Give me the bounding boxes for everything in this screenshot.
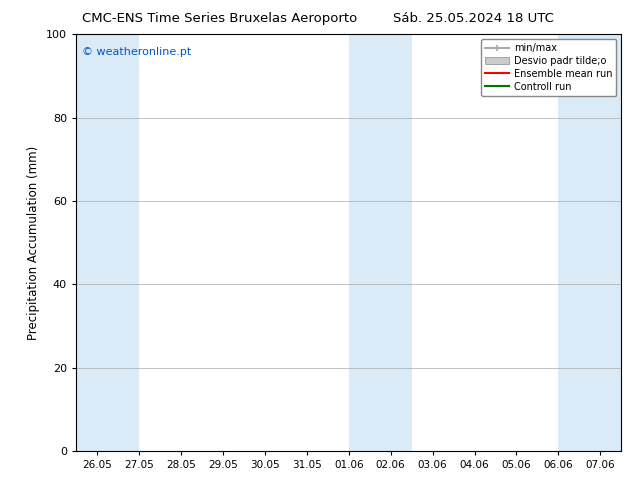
Text: © weatheronline.pt: © weatheronline.pt (82, 47, 191, 57)
Bar (76, 34, 139, 451)
Bar (349, 34, 411, 451)
Y-axis label: Precipitation Accumulation (mm): Precipitation Accumulation (mm) (27, 146, 41, 340)
Legend: min/max, Desvio padr tilde;o, Ensemble mean run, Controll run: min/max, Desvio padr tilde;o, Ensemble m… (481, 39, 616, 96)
Text: CMC-ENS Time Series Bruxelas Aeroporto: CMC-ENS Time Series Bruxelas Aeroporto (82, 12, 358, 25)
Text: Sáb. 25.05.2024 18 UTC: Sáb. 25.05.2024 18 UTC (393, 12, 554, 25)
Bar (559, 34, 621, 451)
